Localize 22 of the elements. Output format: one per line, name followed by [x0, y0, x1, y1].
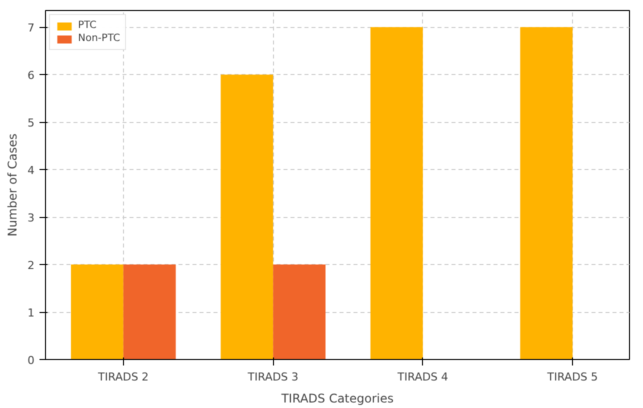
x-tick-label: TIRADS 2 — [97, 370, 149, 384]
bar — [220, 74, 274, 360]
bar — [370, 27, 423, 360]
bar — [123, 264, 176, 360]
y-tick-label: 3 — [28, 212, 34, 225]
y-tick-label: 5 — [28, 116, 34, 130]
y-tick-label: 6 — [28, 69, 34, 82]
x-tick-label: TIRADS 4 — [396, 370, 448, 384]
bar — [273, 264, 326, 360]
bar — [520, 27, 573, 360]
y-tick-label: 7 — [28, 22, 34, 35]
x-axis-title: TIRADS Categories — [280, 392, 394, 406]
x-tick-label: TIRADS 5 — [546, 370, 598, 384]
legend-label: Non-PTC — [78, 33, 120, 44]
x-tick-label: TIRADS 3 — [246, 370, 298, 384]
y-tick-label: 4 — [28, 164, 34, 178]
legend-label: PTC — [78, 20, 98, 31]
y-axis-title: Number of Cases — [6, 133, 20, 237]
y-tick-label: 1 — [28, 306, 34, 320]
bar — [70, 264, 124, 360]
y-tick-label: 2 — [28, 259, 34, 272]
y-tick-label: 0 — [28, 354, 34, 367]
